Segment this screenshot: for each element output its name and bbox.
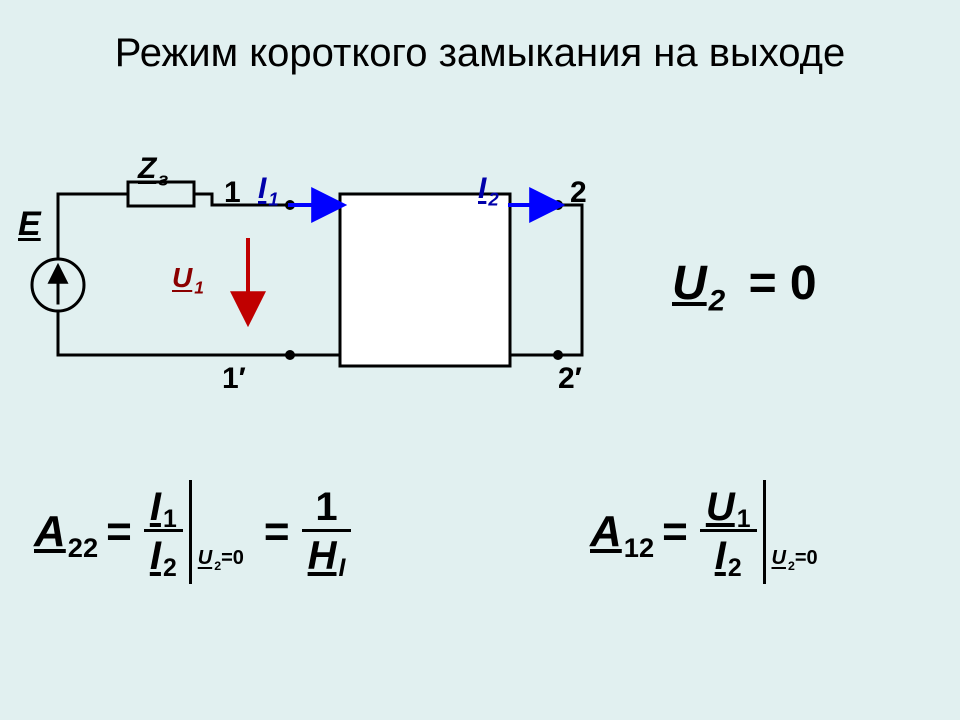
slide-root: Режим короткого замыкания на выходе E Zг… bbox=[0, 0, 960, 720]
node-1-label: 1 bbox=[224, 176, 241, 210]
voltage-U1-label: U1 bbox=[172, 262, 204, 294]
formula-A12: A12 = U1 I2 U2=0 bbox=[590, 480, 818, 584]
node-2-label: 2 bbox=[570, 176, 587, 210]
output-condition: U2 = 0 bbox=[672, 256, 817, 311]
formula-A22: A22 = I1 I2 U2=0 = 1 HI bbox=[34, 480, 355, 584]
node-1p-label: 1′ bbox=[222, 362, 246, 396]
current-I2-label: I2 bbox=[478, 172, 499, 206]
node-2p-label: 2′ bbox=[558, 362, 582, 396]
impedance-label: Zг bbox=[138, 152, 168, 186]
circuit-svg bbox=[0, 0, 960, 720]
current-I1-label: I1 bbox=[258, 172, 279, 206]
source-label: E bbox=[18, 205, 41, 244]
